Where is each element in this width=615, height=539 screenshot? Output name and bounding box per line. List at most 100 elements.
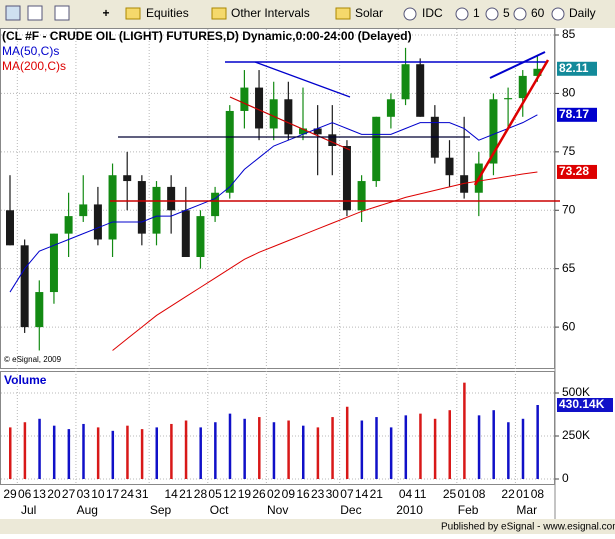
toolbar-button[interactable]: 5 (503, 6, 510, 20)
chart-title: (CL #F - CRUDE OIL (LIGHT) FUTURES,D) Dy… (2, 29, 412, 43)
month-label: Nov (267, 503, 288, 517)
candle-body (79, 204, 88, 217)
toolbar-icon (403, 7, 417, 21)
x-tick-label: 21 (370, 487, 384, 501)
toolbar-button[interactable]: IDC (422, 6, 443, 20)
toolbar-button[interactable]: Solar (355, 6, 383, 20)
x-tick-label: 25 (443, 487, 457, 501)
toolbar-button[interactable]: Other Intervals (231, 6, 310, 20)
x-tick-label: 03 (77, 487, 91, 501)
footer: Published by eSignal - www.esignal.com (441, 522, 615, 533)
volume-bar (477, 415, 481, 479)
volume-bar (302, 425, 305, 479)
y-tick-label: 65 (562, 261, 576, 275)
month-label: Aug (77, 503, 98, 517)
candle-body (401, 64, 410, 100)
x-tick-label: 30 (326, 487, 340, 501)
candle-body (299, 128, 307, 135)
candle-body (20, 245, 29, 328)
y-tick-label: 0 (562, 471, 569, 485)
x-tick-label: 26 (252, 487, 266, 501)
toolbar-icon[interactable] (5, 5, 21, 21)
volume-bar (375, 417, 378, 479)
candle-body (211, 192, 220, 217)
toolbar-button[interactable]: Equities (146, 6, 189, 20)
volume-bar (419, 413, 422, 479)
month-label: 2010 (396, 503, 423, 517)
candle-body (504, 98, 513, 100)
volume-bar (389, 427, 393, 479)
x-tick-label: 05 (208, 487, 222, 501)
value-tag (557, 164, 597, 179)
volume-bar (23, 422, 27, 479)
volume-bar (9, 427, 12, 479)
candle-body (49, 233, 58, 293)
candle-body (64, 216, 73, 234)
pane-title: Volume (4, 373, 47, 387)
volume-bar (404, 415, 408, 479)
volume-bar (272, 422, 276, 479)
volume-bar (492, 410, 495, 479)
x-tick-label: 08 (472, 487, 486, 501)
candle-body (460, 175, 469, 193)
value-tag (557, 398, 613, 413)
x-tick-label: 13 (33, 487, 47, 501)
x-tick-label: 24 (121, 487, 135, 501)
value-tag-label: 430.14K (559, 397, 605, 411)
status-bar (0, 519, 615, 534)
volume-bar (258, 417, 261, 479)
volume-bar (155, 427, 158, 479)
x-tick-label: 14 (164, 487, 178, 501)
candle-body (518, 75, 527, 99)
candle-body (342, 146, 351, 211)
toolbar-icon[interactable] (27, 5, 43, 21)
candle-body (386, 99, 395, 117)
grid (1, 29, 554, 484)
month-label: Jul (21, 503, 36, 517)
x-tick-label: 31 (135, 487, 149, 501)
volume-bar (170, 423, 173, 479)
value-tag-label: 82.11 (559, 61, 589, 75)
y-tick-label: 85 (562, 27, 576, 41)
folder-icon (125, 7, 141, 20)
x-tick-label: 19 (238, 487, 252, 501)
volume-bar (448, 410, 451, 479)
volume-bar (521, 418, 525, 479)
value-tag-label: 78.17 (559, 107, 589, 121)
candle-body (108, 175, 117, 240)
volume-bar (243, 418, 246, 479)
toolbar-button[interactable]: 60 (531, 6, 545, 20)
x-tick-label: 12 (223, 487, 237, 501)
x-tick-label: 01 (516, 487, 530, 501)
toolbar-icon[interactable] (54, 5, 70, 21)
volume-bar (287, 420, 290, 479)
x-tick-label: 28 (194, 487, 208, 501)
volume-bar (52, 425, 56, 479)
x-tick-label: 20 (47, 487, 61, 501)
toolbar-button[interactable]: 1 (473, 6, 480, 20)
y-tick-label: 75 (562, 144, 576, 158)
copyright: © eSignal, 2009 (4, 355, 62, 364)
volume-bar (331, 417, 334, 479)
volume-bar (228, 413, 232, 479)
toolbar-icon (513, 7, 527, 21)
toolbar-button[interactable]: Daily (569, 6, 596, 20)
month-label: Feb (458, 503, 479, 517)
candle-body (93, 204, 102, 240)
toolbar-icon[interactable]: + (102, 6, 109, 20)
candle-body (284, 99, 293, 135)
candle-body (313, 128, 322, 135)
x-tick-label: 29 (3, 487, 17, 501)
x-tick-label: 02 (267, 487, 281, 501)
moving-average-line (112, 171, 538, 351)
trend-lines (110, 51, 560, 202)
volume-bar (316, 427, 320, 479)
candle-body (137, 181, 146, 234)
x-tick-label: 10 (91, 487, 105, 501)
candle-body (181, 210, 190, 258)
value-tag (557, 107, 597, 122)
volume-bar (536, 405, 539, 479)
candle-body (123, 175, 132, 182)
x-tick-label: 17 (106, 487, 120, 501)
